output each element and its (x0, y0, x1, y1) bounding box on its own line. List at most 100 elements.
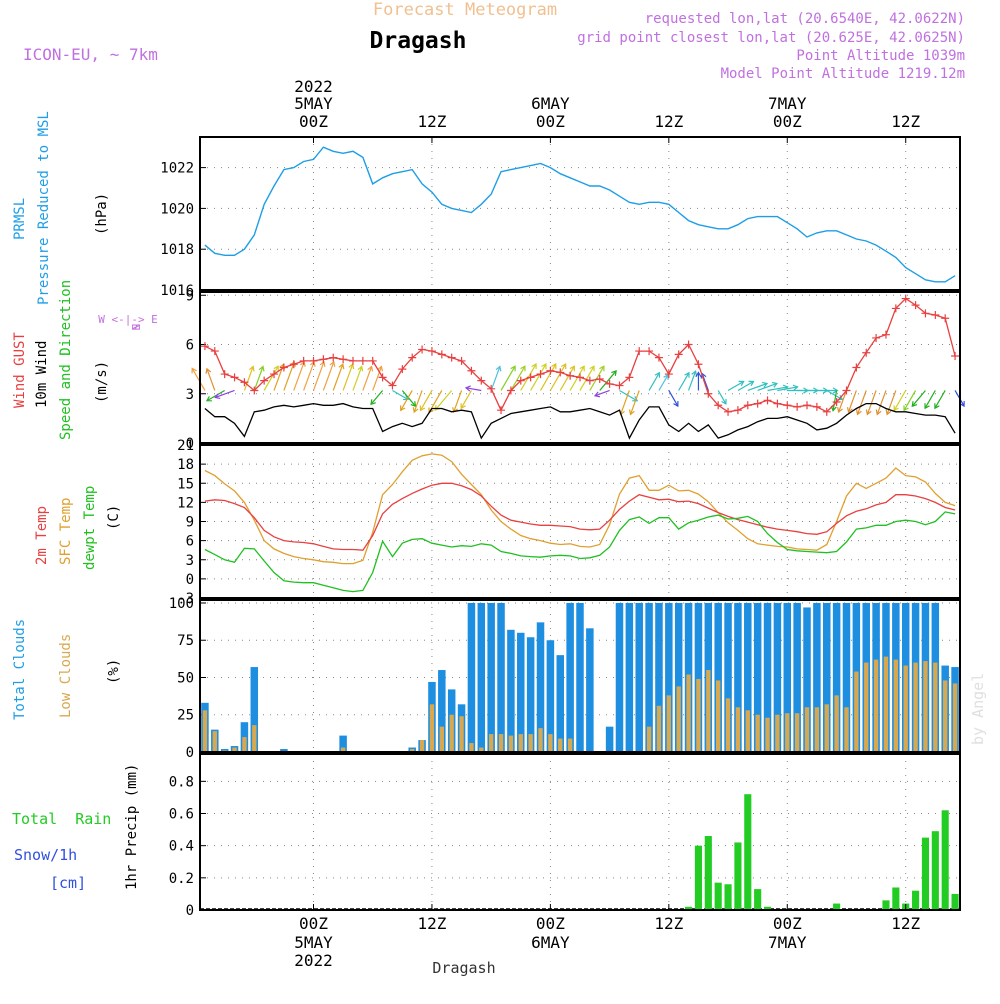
low-cloud-bar (439, 726, 444, 752)
model-label: ICON-EU, ~ 7km (23, 45, 158, 64)
wind-arrow-shaft (453, 390, 463, 413)
time-label-bottom: 6MAY (531, 933, 570, 952)
total-cloud-bar (220, 749, 229, 752)
gust-marker (378, 373, 387, 382)
low-cloud-bar (410, 749, 415, 752)
total-cloud-bar (339, 735, 347, 752)
wind-arrow-head (893, 405, 899, 412)
gust-marker (368, 356, 377, 365)
low-cloud-bar (696, 678, 701, 752)
wind-arrow-head (632, 396, 639, 402)
low-cloud-bar (804, 707, 810, 752)
wind-arrow (593, 389, 610, 398)
snow-label: Snow/1h (14, 846, 77, 864)
wind-arrow-head (691, 370, 698, 377)
wind-arrow-head (875, 409, 882, 416)
wind-arrow-shaft (206, 389, 225, 402)
wind-arrow-head (934, 403, 940, 410)
wind-arrow-shaft (342, 363, 354, 391)
wind-arrow-shaft (465, 387, 482, 392)
wind-arrow-head (205, 367, 212, 374)
watermark: by Angel (969, 673, 987, 745)
total-cloud-bar (517, 632, 525, 752)
wind-arrow-head (460, 403, 466, 410)
total-cloud-bar (487, 602, 495, 752)
wind-arrow-head (410, 401, 417, 408)
low-cloud-bar (232, 747, 237, 752)
gust-marker (200, 342, 209, 351)
wind-arrow-shaft (832, 390, 838, 411)
gust-marker (733, 406, 742, 415)
y-tick-label: 0.4 (169, 839, 194, 855)
wind-arrow-shaft (767, 386, 788, 392)
gust-marker (319, 355, 328, 364)
compass-west-east: W <-|-> E (98, 313, 158, 326)
wind-arrow-shaft (847, 390, 857, 413)
wind-arrow (559, 365, 575, 391)
temp-dew-label: dewpt Temp (82, 486, 98, 570)
low-cloud-bar (548, 734, 553, 752)
wind-arrow-shaft (370, 390, 384, 405)
wind-arrow-shaft (886, 390, 897, 415)
wind-arrow-head (885, 409, 892, 416)
wind-arrow (885, 390, 897, 416)
wind-arrow (419, 390, 433, 412)
wind-arrow (893, 390, 907, 412)
wind-arrow (392, 389, 410, 401)
low-cloud-bar (913, 662, 918, 752)
prmsl-label: PRMSL (12, 198, 28, 240)
gust-marker (891, 304, 900, 313)
gust-marker (437, 350, 446, 359)
total-cloud-bar (477, 602, 486, 752)
wind-arrow-shaft (392, 389, 409, 400)
wind-arrow (846, 390, 857, 414)
low-cloud-bar (923, 661, 928, 752)
wind-arrow (579, 365, 595, 391)
total-cloud-bar (734, 602, 742, 752)
wind-arrow-shaft (856, 390, 867, 415)
total-cloud-bar (438, 670, 446, 752)
wind-arrow (549, 363, 567, 391)
y-tick-label: 21 (177, 438, 194, 454)
wind-arrow-head (569, 365, 575, 372)
wind-arrow (500, 365, 516, 391)
low-cloud-bar (459, 716, 464, 752)
low-cloud-bar (735, 707, 741, 752)
low-cloud-bar (419, 740, 425, 752)
gust-marker (664, 370, 673, 379)
wind-arrow-shaft (599, 370, 617, 391)
gust-marker (279, 363, 288, 372)
time-label-bottom: 2022 (294, 951, 333, 970)
gust-marker (881, 330, 890, 339)
gust-marker (645, 347, 654, 356)
wind-arrow-shaft (460, 390, 472, 409)
wind-arrow (263, 365, 279, 391)
temp-unit: (C) (106, 505, 122, 530)
total-cloud-bar (674, 602, 683, 752)
wind-arrow-shaft (530, 363, 547, 391)
wind-arrow-shaft (620, 390, 630, 415)
compass-legend: N W <-|-> E S (98, 313, 158, 330)
clouds-unit: (%) (106, 659, 122, 684)
total-cloud-bar (625, 602, 634, 752)
wind-arrow-shaft (303, 361, 315, 391)
wind-arrow-shaft (619, 389, 638, 402)
wind-arrow-shaft (934, 390, 946, 409)
wind-arrow (934, 390, 946, 410)
time-label-top: 00Z (536, 112, 565, 131)
low-cloud-bar (893, 659, 899, 752)
title-top: Forecast Meteogram (373, 0, 557, 20)
footer-location: Dragash (432, 959, 495, 977)
y-tick-label: 0.6 (169, 807, 194, 823)
wind-arrow-head (748, 380, 755, 387)
gust-marker (408, 353, 417, 362)
low-cloud-bar (676, 686, 681, 752)
temp-2m-line (204, 482, 956, 551)
total-clouds-label: Total Clouds (12, 619, 28, 720)
low-cloud-bar (656, 705, 662, 752)
total-cloud-bar (665, 602, 673, 752)
gust-marker (487, 384, 496, 393)
wind-arrow-shaft (500, 365, 516, 391)
wind-arrow-shaft (243, 366, 254, 391)
wind-arrow-shaft (924, 390, 936, 409)
